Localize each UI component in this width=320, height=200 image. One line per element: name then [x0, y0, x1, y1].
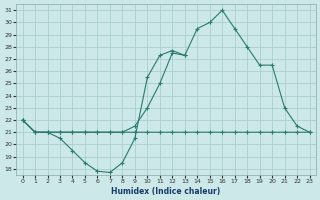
- X-axis label: Humidex (Indice chaleur): Humidex (Indice chaleur): [111, 187, 221, 196]
